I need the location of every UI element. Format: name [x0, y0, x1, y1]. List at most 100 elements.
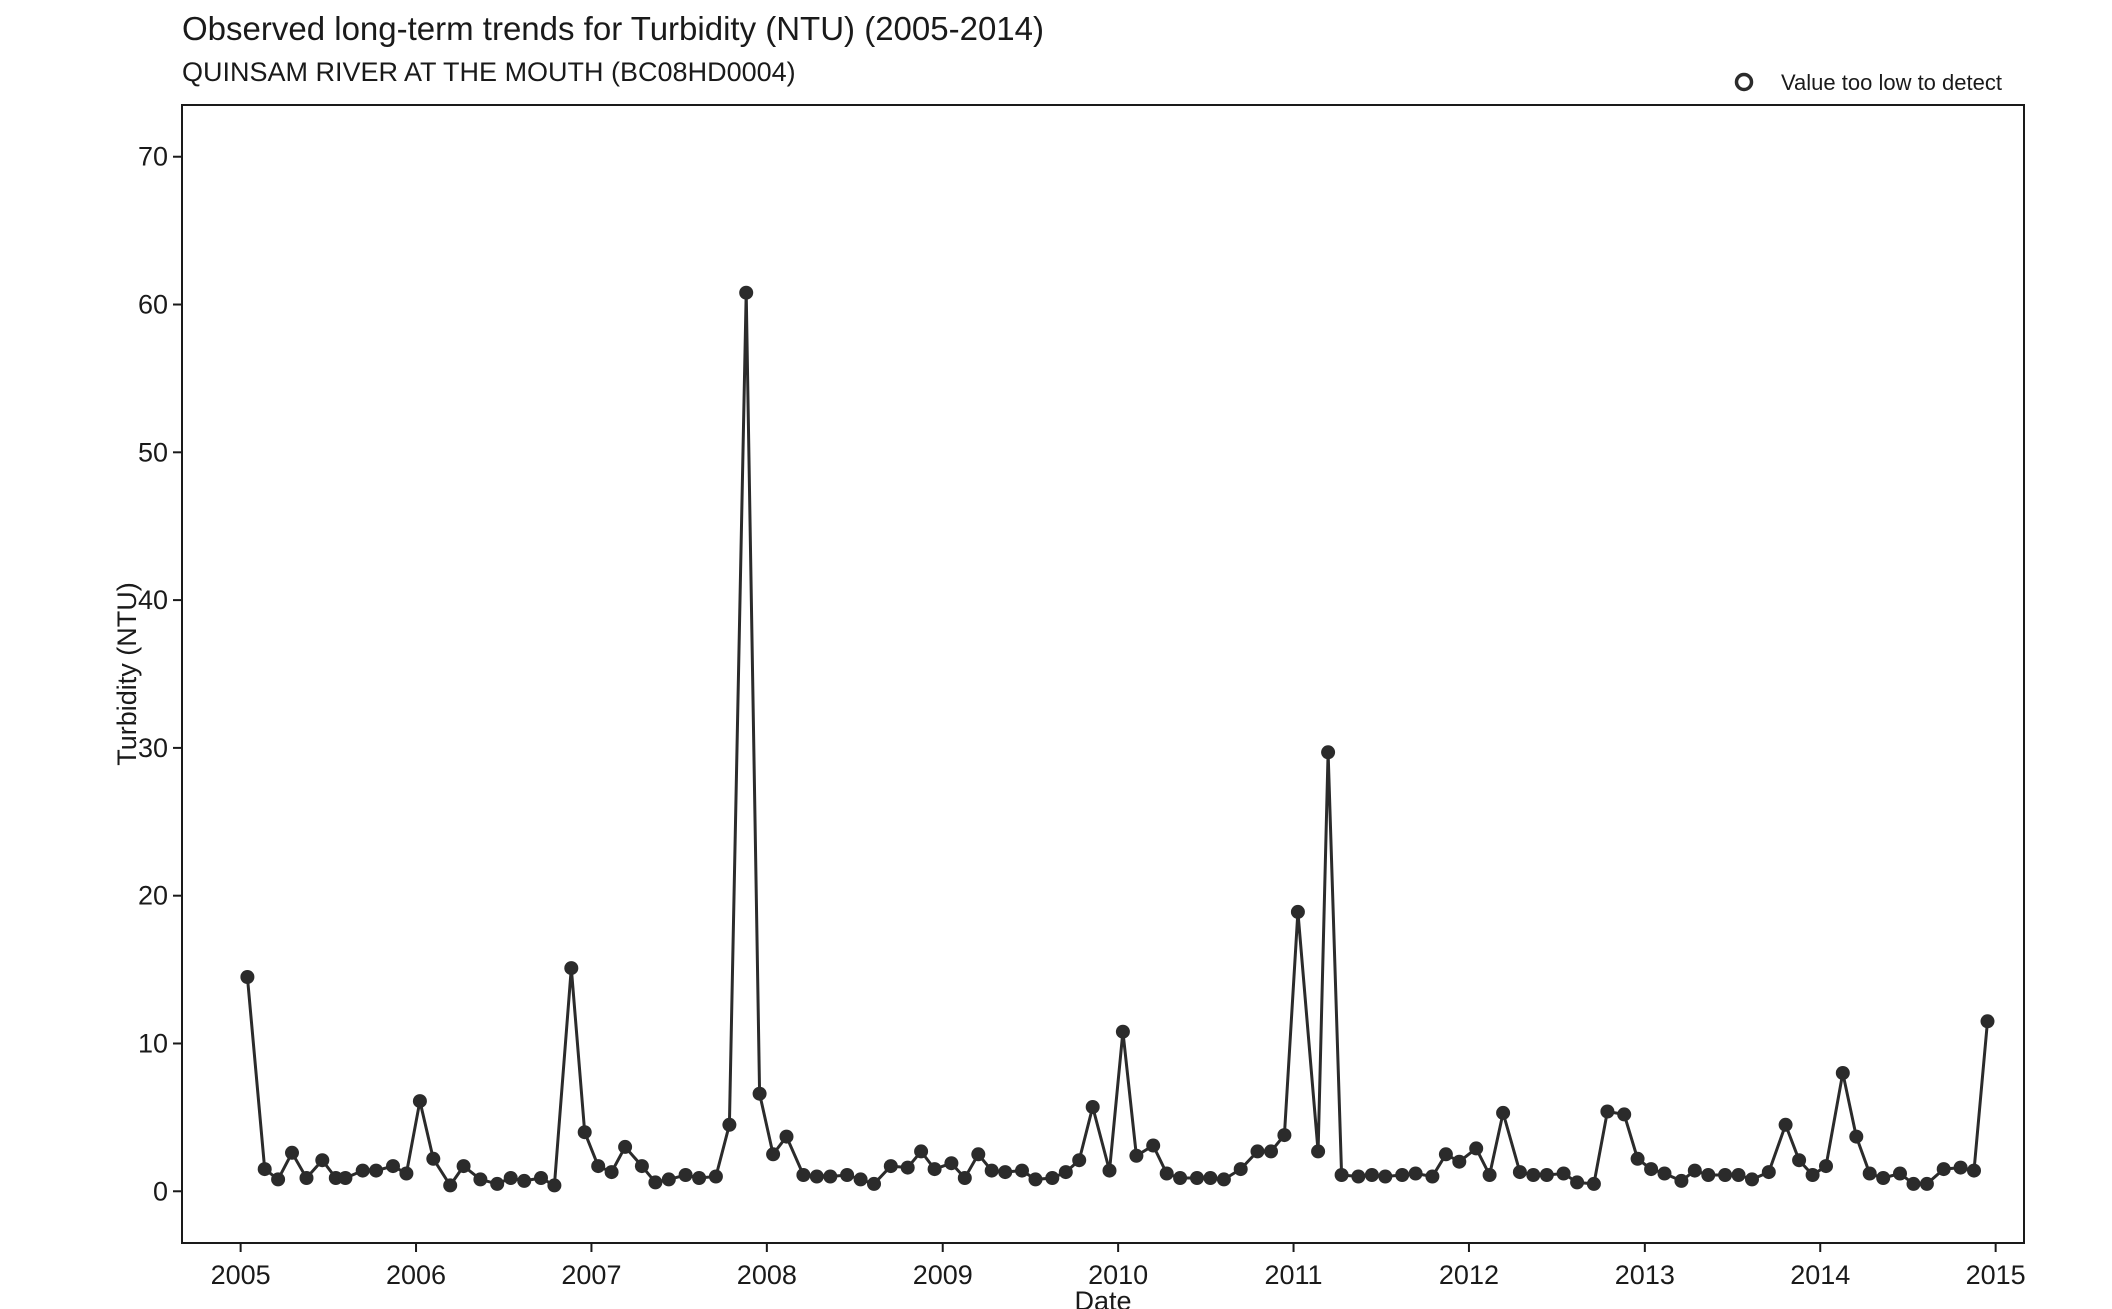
data-point: [386, 1159, 400, 1174]
data-point: [1482, 1168, 1497, 1182]
data-point: [678, 1168, 693, 1182]
x-axis: 2005 2006 2007 2008 2009 2010 2011 2012 2013 2014…: [211, 1243, 2026, 1290]
data-point: [1102, 1163, 1117, 1178]
data-point: [900, 1160, 915, 1175]
data-point: [1792, 1153, 1807, 1168]
data-point: [517, 1173, 532, 1188]
series-points: [240, 285, 1995, 1193]
data-point: [1264, 1144, 1278, 1159]
data-point: [1159, 1166, 1174, 1181]
data-point: [1028, 1172, 1043, 1187]
data-point: [1718, 1168, 1733, 1182]
data-point: [1438, 1147, 1453, 1162]
data-point: [473, 1172, 488, 1187]
data-point: [1311, 1144, 1326, 1159]
data-point: [1058, 1165, 1073, 1180]
data-point: [1835, 1066, 1850, 1080]
data-point: [739, 285, 754, 300]
data-point: [1115, 1024, 1130, 1039]
y-tick-label: 60: [138, 290, 168, 320]
data-point: [1876, 1171, 1891, 1185]
y-tick-label: 50: [138, 437, 168, 467]
x-axis-title: Date: [1074, 1286, 1131, 1309]
data-point: [957, 1171, 972, 1185]
data-point: [1203, 1171, 1218, 1185]
y-tick-label: 40: [138, 585, 168, 615]
data-point: [1701, 1168, 1716, 1182]
data-point: [456, 1159, 471, 1174]
x-tick-label: 2012: [1439, 1260, 1499, 1290]
data-point: [618, 1139, 633, 1154]
data-point: [1351, 1169, 1366, 1184]
y-tick-label: 0: [153, 1176, 168, 1206]
data-point: [1657, 1166, 1672, 1181]
data-point: [1980, 1014, 1995, 1029]
y-axis: 0 10 20 30 40 50 60 70: [138, 142, 182, 1206]
data-point: [883, 1159, 898, 1174]
data-point: [1321, 745, 1336, 760]
y-tick-label: 70: [138, 142, 168, 172]
data-point: [1849, 1129, 1864, 1144]
data-point: [867, 1176, 881, 1191]
data-point: [1687, 1163, 1702, 1178]
x-tick-label: 2008: [737, 1260, 797, 1290]
data-point: [1526, 1168, 1541, 1182]
data-point: [1015, 1163, 1029, 1178]
y-tick-label: 20: [138, 881, 168, 911]
data-point: [1146, 1138, 1161, 1153]
data-point: [369, 1163, 384, 1178]
data-point: [534, 1171, 548, 1185]
x-tick-label: 2015: [1966, 1260, 2026, 1290]
data-point: [779, 1129, 794, 1144]
data-point: [1425, 1169, 1440, 1184]
legend: Value too low to detect: [1734, 70, 2002, 95]
data-point: [240, 970, 255, 984]
data-point: [1190, 1171, 1204, 1185]
data-point: [1334, 1168, 1349, 1182]
data-point: [1277, 1128, 1292, 1143]
x-tick-label: 2011: [1265, 1260, 1323, 1290]
data-point: [840, 1168, 855, 1182]
data-point: [257, 1162, 272, 1177]
data-point: [547, 1178, 562, 1193]
data-point: [1469, 1141, 1484, 1156]
chart-subtitle: QUINSAM RIVER AT THE MOUTH (BC08HD0004): [182, 57, 796, 87]
x-tick-label: 2006: [386, 1260, 446, 1290]
data-point: [1408, 1166, 1423, 1181]
x-tick-label: 2010: [1088, 1260, 1148, 1290]
data-point: [1045, 1171, 1060, 1185]
data-point: [412, 1094, 427, 1109]
y-tick-label: 30: [138, 733, 168, 763]
data-point: [1778, 1117, 1793, 1132]
data-point: [285, 1145, 299, 1160]
data-point: [634, 1159, 649, 1174]
data-point: [766, 1147, 781, 1162]
data-point: [971, 1147, 986, 1162]
data-point: [1674, 1173, 1689, 1188]
x-tick-label: 2005: [211, 1260, 271, 1290]
data-point: [1378, 1169, 1393, 1184]
legend-label: Value too low to detect: [1781, 70, 2002, 95]
data-point: [823, 1169, 838, 1184]
data-point: [1953, 1160, 1968, 1175]
data-point: [648, 1175, 663, 1190]
data-point: [355, 1163, 370, 1178]
data-point: [328, 1171, 343, 1185]
data-point: [796, 1168, 811, 1182]
data-point: [1129, 1148, 1144, 1163]
data-point: [1452, 1154, 1467, 1169]
data-point: [1617, 1107, 1632, 1122]
data-point: [1072, 1153, 1087, 1168]
data-point: [809, 1169, 824, 1184]
data-point: [944, 1156, 959, 1171]
data-point: [271, 1172, 286, 1187]
data-point: [998, 1165, 1013, 1180]
data-point: [1906, 1176, 1921, 1191]
data-point: [1250, 1144, 1265, 1159]
data-point: [927, 1162, 942, 1177]
data-point: [692, 1171, 707, 1185]
data-point: [1893, 1166, 1907, 1181]
y-axis-title: Turbidity (NTU): [112, 582, 142, 766]
data-point: [426, 1151, 441, 1166]
